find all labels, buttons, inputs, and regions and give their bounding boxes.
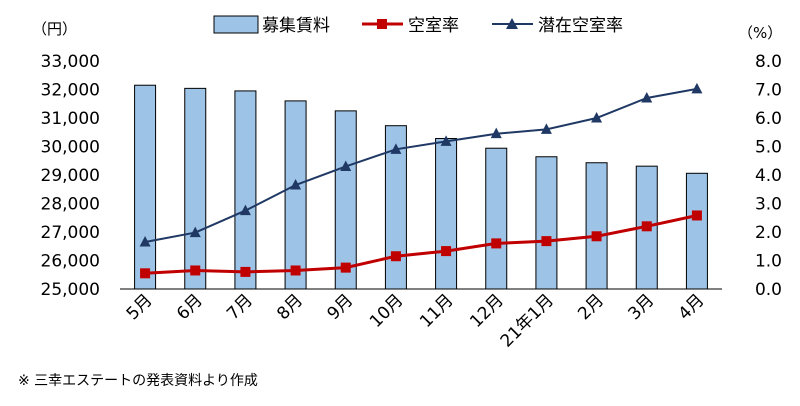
bar bbox=[535, 156, 558, 290]
series-line bbox=[145, 214, 698, 275]
right-tick-label: 6.0 bbox=[755, 109, 782, 129]
right-tick-label: 3.0 bbox=[755, 195, 782, 215]
bar bbox=[284, 100, 307, 290]
bar bbox=[334, 110, 357, 290]
category-label: 21年1月 bbox=[497, 290, 558, 351]
left-axis-unit: （円） bbox=[32, 20, 77, 38]
right-tick-label: 2.0 bbox=[755, 223, 782, 243]
right-tick-label: 4.0 bbox=[755, 166, 782, 186]
bar bbox=[184, 87, 207, 290]
data-point-marker bbox=[290, 178, 302, 190]
right-tick-label: 0.0 bbox=[755, 280, 782, 300]
data-point-marker bbox=[340, 262, 351, 273]
left-tick-label: 26,000 bbox=[41, 252, 100, 272]
line-series-vacancy bbox=[140, 210, 702, 279]
left-tick-label: 32,000 bbox=[41, 81, 100, 101]
category-label: 2月 bbox=[574, 290, 608, 324]
legend-marker-potential bbox=[506, 18, 518, 29]
left-tick-label: 29,000 bbox=[41, 166, 100, 186]
data-point-marker bbox=[340, 160, 352, 171]
data-point-marker bbox=[290, 265, 301, 276]
legend-marker-vacancy bbox=[377, 19, 387, 29]
category-label: 7月 bbox=[223, 290, 257, 324]
category-label: 3月 bbox=[624, 290, 658, 324]
data-point-marker bbox=[691, 210, 702, 221]
data-point-marker bbox=[691, 82, 703, 94]
data-point-marker bbox=[189, 226, 201, 238]
left-tick-label: 33,000 bbox=[41, 52, 100, 72]
data-point-marker bbox=[390, 251, 401, 262]
data-point-marker bbox=[139, 235, 151, 247]
legend-swatch-rent bbox=[213, 15, 259, 34]
category-label: 9月 bbox=[323, 290, 357, 324]
category-label: 10月 bbox=[366, 290, 407, 331]
data-point-marker bbox=[390, 143, 402, 154]
category-label: 6月 bbox=[173, 290, 207, 324]
bar bbox=[234, 90, 257, 290]
right-tick-label: 8.0 bbox=[755, 52, 782, 72]
data-point-marker bbox=[140, 268, 151, 279]
legend: 募集賃料 空室率 潜在空室率 bbox=[213, 15, 623, 36]
category-label: 11月 bbox=[416, 290, 457, 331]
left-tick-label: 30,000 bbox=[41, 138, 100, 158]
category-label: 4月 bbox=[675, 290, 709, 324]
source-note: ※ 三幸エステートの発表資料より作成 bbox=[18, 373, 258, 389]
left-tick-label: 27,000 bbox=[41, 223, 100, 243]
bar bbox=[485, 147, 508, 290]
right-axis-ticks: 0.0 1.0 2.0 3.0 4.0 5.0 6.0 7.0 8.0 bbox=[755, 52, 782, 300]
data-point-marker bbox=[641, 92, 653, 103]
data-point-marker bbox=[491, 238, 502, 249]
data-point-marker bbox=[239, 204, 251, 216]
data-point-marker bbox=[240, 266, 251, 277]
category-label: 5月 bbox=[123, 290, 157, 324]
bar bbox=[685, 172, 708, 290]
legend-label-vacancy: 空室率 bbox=[408, 16, 459, 36]
series-line bbox=[144, 87, 698, 243]
left-axis-ticks: 25,000 26,000 27,000 28,000 29,000 30,000 31,0… bbox=[41, 52, 100, 300]
left-tick-label: 31,000 bbox=[41, 109, 100, 129]
left-tick-label: 28,000 bbox=[41, 195, 100, 215]
data-point-marker bbox=[591, 112, 603, 123]
bar bbox=[435, 138, 458, 290]
bar-series-rent bbox=[134, 84, 708, 290]
category-label: 12月 bbox=[466, 290, 507, 331]
right-tick-label: 7.0 bbox=[755, 81, 782, 101]
legend-label-potential: 潜在空室率 bbox=[538, 16, 623, 36]
data-point-marker bbox=[641, 221, 652, 232]
line-series-potential bbox=[139, 82, 703, 247]
data-point-marker bbox=[490, 127, 502, 139]
data-point-marker bbox=[440, 135, 452, 146]
legend-label-rent: 募集賃料 bbox=[262, 16, 330, 36]
data-point-marker bbox=[591, 231, 602, 242]
bar bbox=[134, 84, 157, 290]
data-point-marker bbox=[541, 236, 552, 247]
right-tick-label: 5.0 bbox=[755, 138, 782, 158]
left-tick-label: 25,000 bbox=[41, 280, 100, 300]
data-point-marker bbox=[441, 246, 452, 257]
category-label: 8月 bbox=[273, 290, 307, 324]
data-point-marker bbox=[540, 123, 552, 134]
right-tick-label: 1.0 bbox=[755, 252, 782, 272]
right-axis-unit: （%） bbox=[738, 24, 782, 42]
bar bbox=[585, 162, 608, 290]
data-point-marker bbox=[190, 265, 201, 276]
